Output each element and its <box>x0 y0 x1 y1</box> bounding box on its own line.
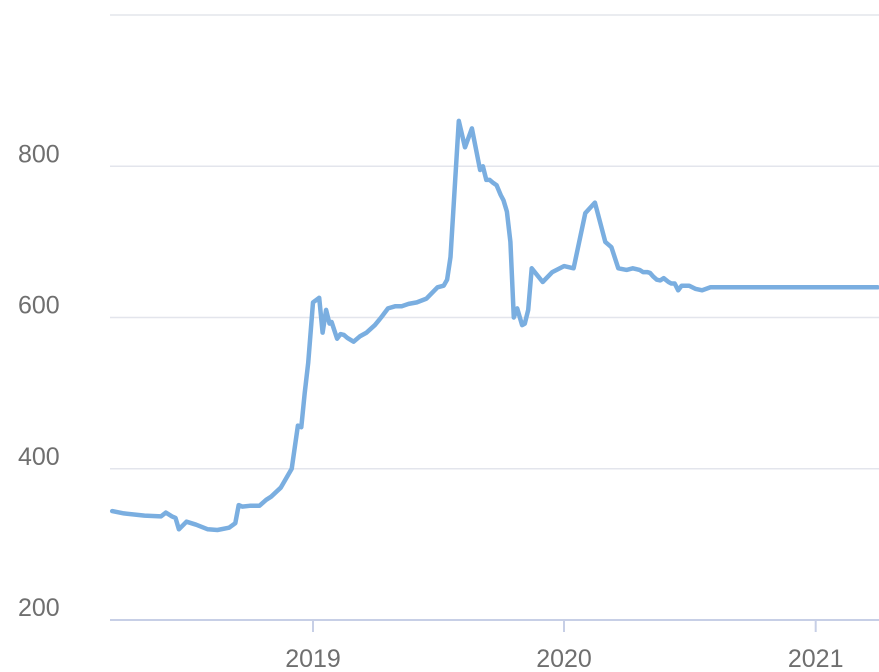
series-layer <box>109 118 879 533</box>
grid-lines <box>110 14 879 621</box>
x-tick-label-2020: 2020 <box>536 645 592 672</box>
y-tick-label-400: 400 <box>18 443 60 471</box>
x-axis: 2019 2020 2021 <box>285 620 844 672</box>
y-tick-label-800: 800 <box>18 140 60 168</box>
y-axis: 200 400 600 800 <box>18 140 60 622</box>
x-tick-label-2021: 2021 <box>788 645 844 672</box>
x-tick-label-2019: 2019 <box>285 645 341 672</box>
y-tick-label-600: 600 <box>18 292 60 320</box>
y-tick-label-200: 200 <box>18 594 60 622</box>
series-line-0 <box>109 118 879 533</box>
